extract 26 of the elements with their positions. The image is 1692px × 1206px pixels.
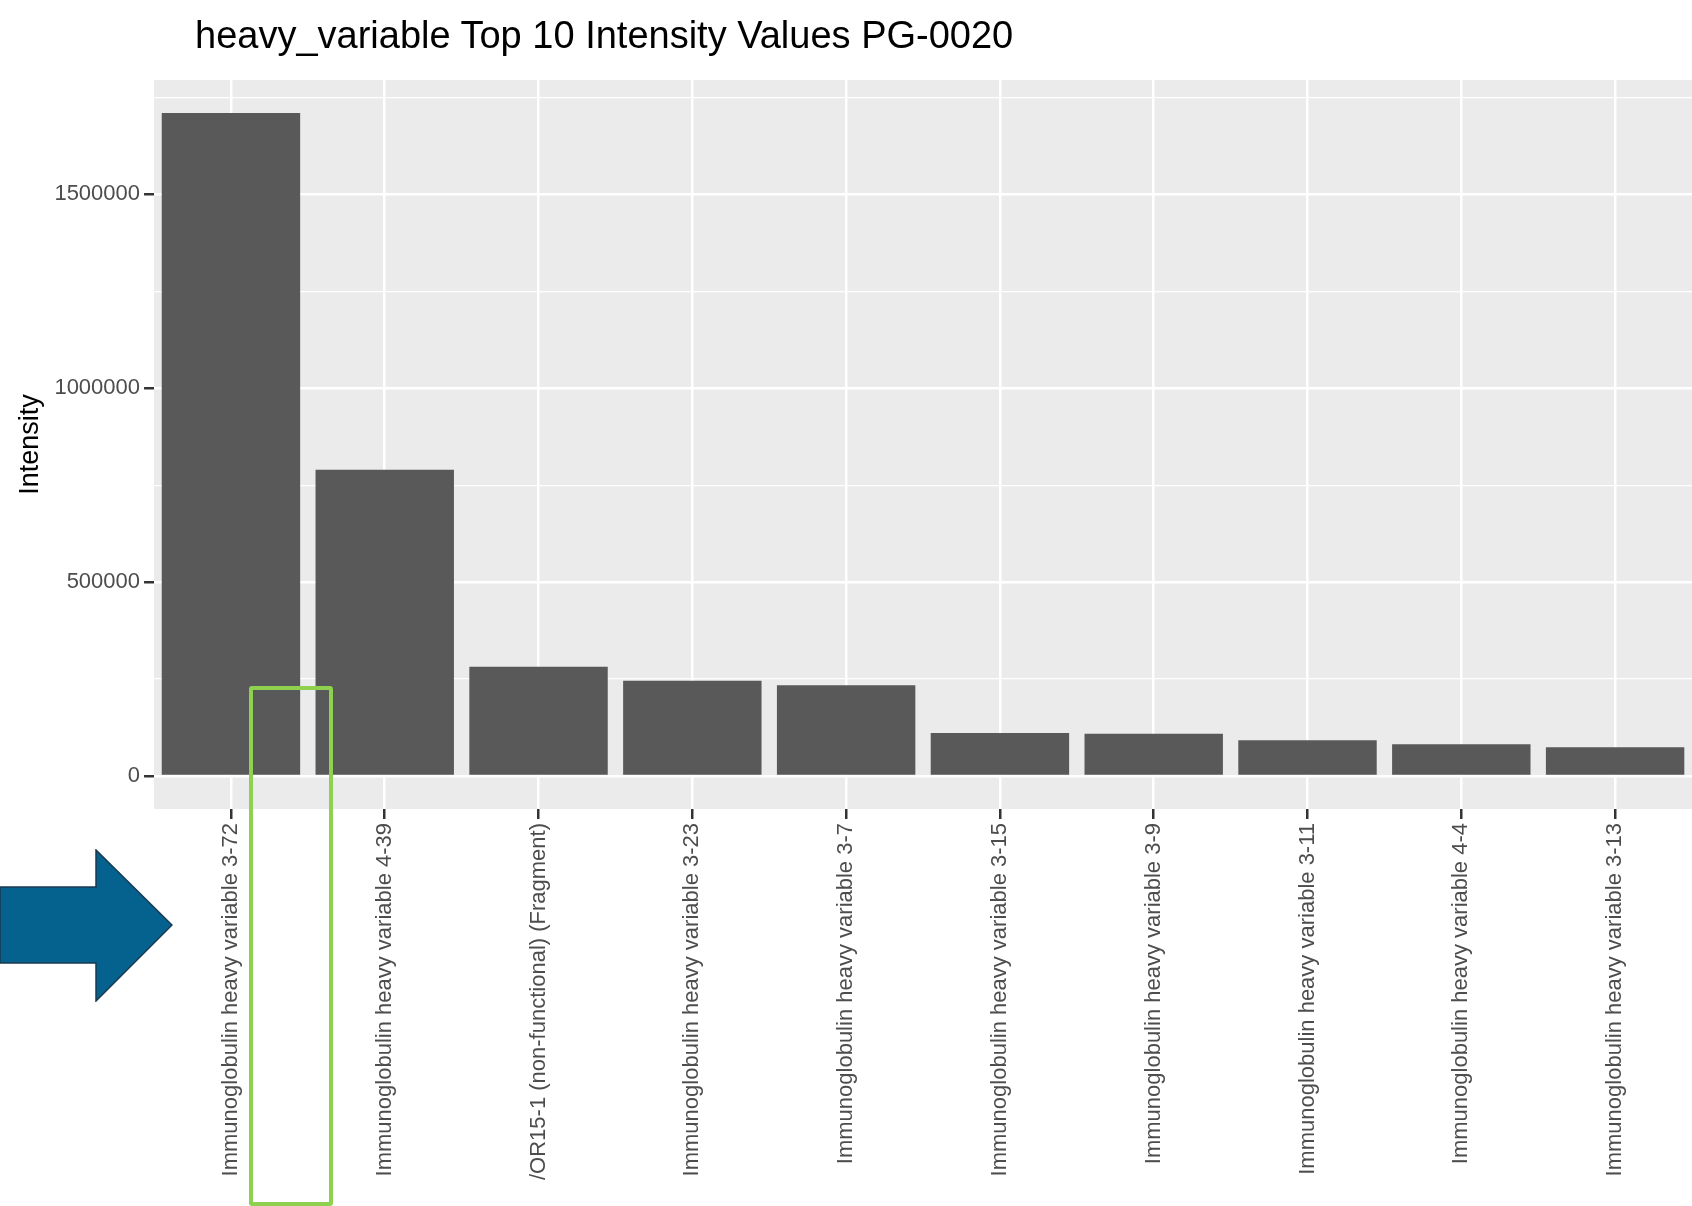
x-tick-label: Immunoglobulin heavy variable 3-7 [832, 822, 858, 1165]
bar [1084, 733, 1223, 775]
y-tick-label: 1500000 [54, 180, 141, 206]
x-tick-label: /OR15-1 (non-functional) (Fragment) [524, 822, 550, 1180]
bar [315, 469, 454, 775]
x-tick-label: Immunoglobulin heavy variable 3-72 [217, 822, 243, 1177]
x-tick-label: Immunoglobulin heavy variable 3-9 [1139, 822, 1165, 1165]
bar [1392, 744, 1531, 775]
bar [1545, 747, 1685, 775]
x-tick-label: Immunoglobulin heavy variable 3-15 [985, 822, 1011, 1177]
chart-title: heavy_variable Top 10 Intensity Values PG-0020 [195, 14, 1014, 57]
bar [623, 680, 762, 775]
bar [469, 666, 608, 775]
x-tick-label: Immunoglobulin heavy variable 4-39 [370, 822, 396, 1177]
x-tick-label: Immunoglobulin heavy variable 3-11 [1293, 822, 1319, 1175]
x-tick-label: Immunoglobulin heavy variable 4-4 [1447, 822, 1473, 1165]
y-tick-label: 1000000 [54, 374, 141, 400]
bar [161, 112, 301, 775]
y-tick-label: 500000 [66, 568, 141, 594]
bar [1238, 740, 1377, 775]
y-axis-title: Intensity [13, 393, 44, 495]
x-tick-label: Immunoglobulin heavy variable 3-23 [678, 822, 704, 1177]
y-tick-label: 0 [127, 762, 141, 788]
bar [776, 685, 916, 775]
bar [930, 732, 1070, 775]
x-tick-label: Immunoglobulin heavy variable 3-13 [1601, 822, 1627, 1177]
